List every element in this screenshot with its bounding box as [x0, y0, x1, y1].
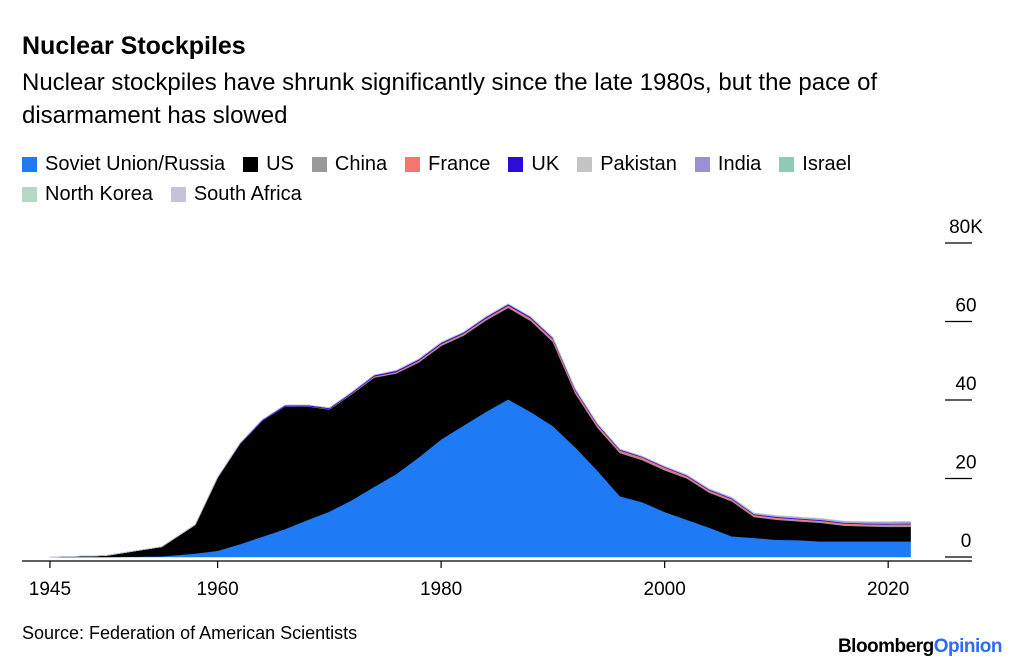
legend-item: France — [405, 149, 490, 179]
legend-swatch — [577, 156, 593, 172]
legend-label: Israel — [802, 153, 852, 175]
x-tick-label: 1960 — [196, 579, 238, 600]
x-tick-label: 1980 — [420, 579, 462, 600]
x-tick-label: 2000 — [644, 579, 686, 600]
legend-label: North Korea — [45, 183, 153, 205]
legend-label: France — [428, 153, 491, 175]
legend-item: Pakistan — [577, 149, 677, 179]
legend-swatch — [22, 186, 37, 202]
x-tick-label: 1945 — [29, 579, 71, 600]
legend-item: China — [311, 149, 388, 179]
chart-title: Nuclear Stockpiles — [22, 32, 246, 60]
legend-swatch — [170, 186, 186, 202]
legend: Soviet Union/Russia US China France UK Pakist… — [22, 149, 982, 209]
chart-subtitle: Nuclear stockpiles have shrunk significa… — [22, 69, 878, 129]
y-tick-label: 0 — [961, 531, 972, 552]
legend-swatch — [694, 156, 710, 172]
y-tick-label: 20 — [955, 453, 976, 474]
legend-item: North Korea — [22, 179, 153, 209]
y-tick-label: 80K — [949, 217, 983, 238]
legend-label: UK — [531, 153, 560, 175]
legend-item: Israel — [779, 149, 851, 179]
y-tick-label: 60 — [955, 296, 976, 317]
y-tick-label: 40 — [955, 374, 976, 395]
legend-label: India — [717, 153, 762, 175]
brand-name: Opinion — [933, 636, 1003, 657]
legend-label: Soviet Union/Russia — [45, 153, 226, 175]
area — [49, 303, 911, 558]
legend-label: South Africa — [193, 183, 302, 205]
source: Source: Federation of American Scientist… — [22, 623, 358, 643]
legend-swatch — [405, 156, 421, 172]
legend-label: Pakistan — [600, 153, 677, 175]
legend-label: China — [334, 153, 388, 175]
legend-item: South Africa — [170, 179, 302, 209]
legend-swatch — [243, 156, 259, 172]
legend-item: US — [243, 149, 294, 179]
legend-swatch — [779, 156, 795, 172]
brand-name: Bloomberg — [837, 636, 934, 657]
legend-item: India — [694, 149, 762, 179]
legend-item: UK — [508, 149, 559, 179]
legend-label: US — [266, 153, 294, 175]
legend-item: Soviet Union/Russia — [22, 149, 225, 179]
x-tick-label: 2020 — [867, 579, 909, 600]
legend-swatch — [22, 156, 37, 172]
brand-logo: BloombergOpinion — [837, 636, 1003, 658]
legend-swatch — [311, 156, 327, 172]
legend-swatch — [508, 156, 524, 172]
